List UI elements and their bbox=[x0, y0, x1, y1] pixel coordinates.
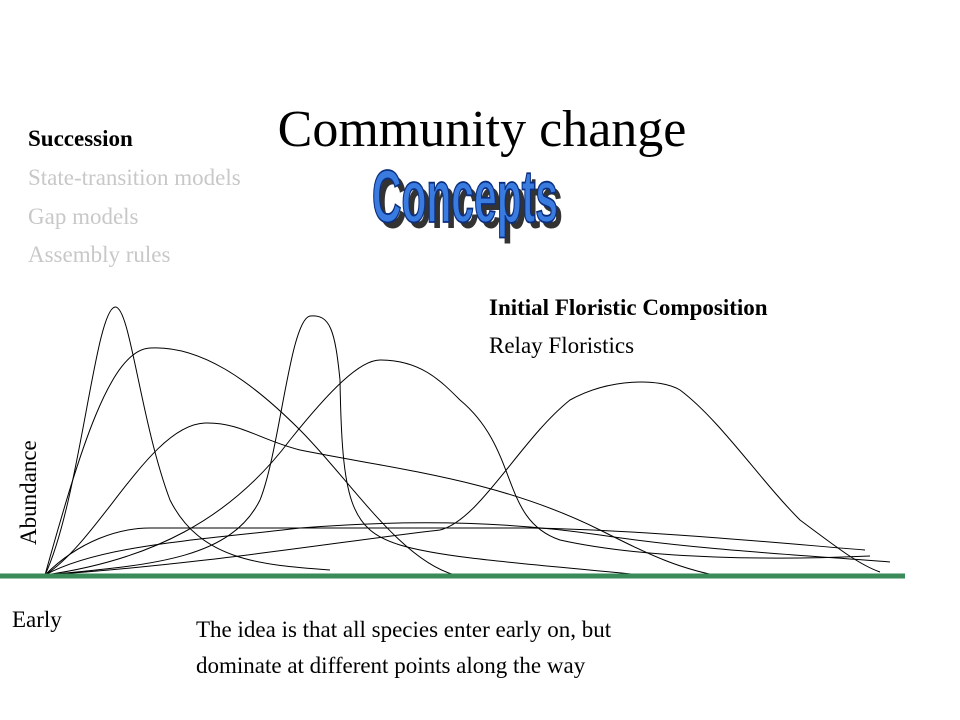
model-current: Initial Floristic Composition bbox=[489, 295, 768, 320]
curve bbox=[44, 522, 891, 576]
curve bbox=[44, 359, 871, 576]
y-axis-label: Abundance bbox=[16, 440, 41, 545]
topic: Gap models bbox=[28, 204, 139, 229]
badge-shadow: Concepts bbox=[377, 161, 563, 244]
x-axis-label: Early bbox=[12, 607, 62, 632]
curve bbox=[44, 306, 331, 576]
curve bbox=[44, 381, 881, 576]
curve bbox=[44, 315, 671, 579]
badge: Concepts Concepts bbox=[371, 154, 563, 244]
topic: Assembly rules bbox=[28, 242, 171, 267]
caption: The idea is that all species enter early… bbox=[196, 617, 612, 642]
topic-current: Succession bbox=[28, 126, 133, 151]
slide-title: Community change bbox=[278, 101, 687, 158]
curve bbox=[44, 527, 866, 576]
caption: dominate at different points along the w… bbox=[196, 653, 586, 678]
topic: State-transition models bbox=[28, 165, 241, 190]
curve bbox=[44, 422, 731, 579]
badge-text: Concepts bbox=[372, 155, 558, 238]
curves bbox=[44, 306, 891, 579]
model: Relay Floristics bbox=[489, 333, 634, 358]
curve bbox=[44, 347, 456, 576]
